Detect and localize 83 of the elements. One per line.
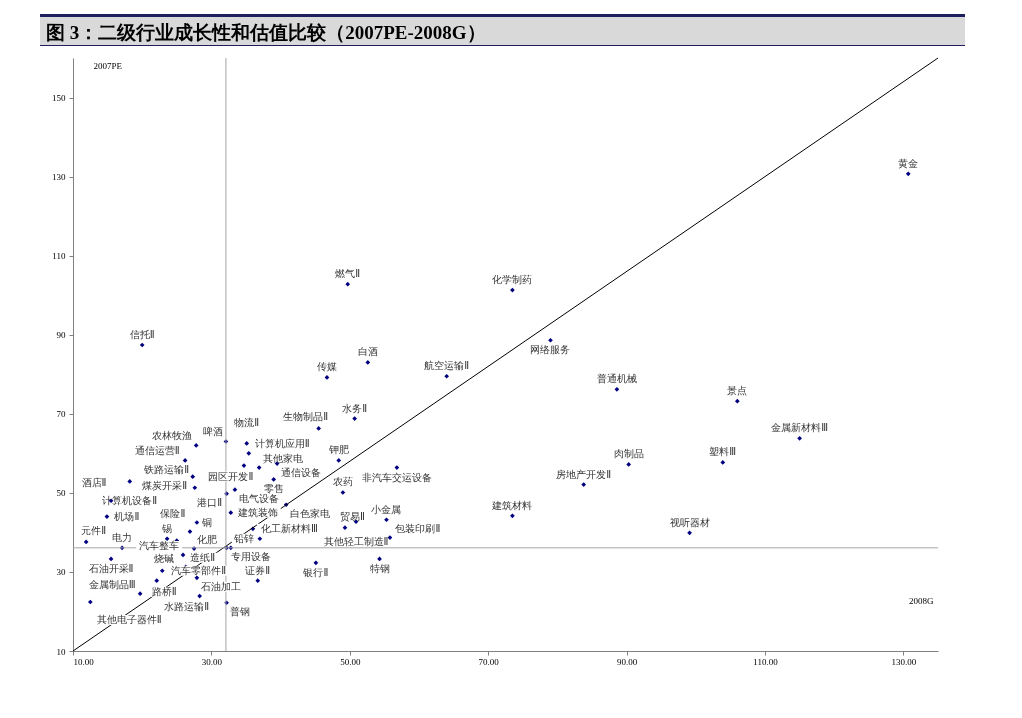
annotation: 机场Ⅱ: [114, 510, 140, 522]
annotation: 啤酒: [202, 426, 223, 438]
annotation: 港口Ⅱ: [197, 496, 223, 508]
annotation: 煤炭开采Ⅱ: [142, 479, 188, 491]
y-tick-label: 10: [56, 646, 66, 657]
annotation: 视听器材: [669, 516, 710, 528]
annotation: 计算机应用Ⅱ: [254, 438, 310, 450]
annotation: 信托Ⅱ: [129, 329, 155, 341]
annotation: 电力: [112, 531, 133, 543]
annotation: 铁路运输Ⅱ: [143, 463, 190, 475]
annotation: 网络服务: [530, 344, 571, 356]
x-tick-label: 110.00: [753, 656, 779, 667]
annotation: 其他电子器件Ⅱ: [96, 613, 162, 625]
annotation: 金属新材料Ⅲ: [771, 422, 829, 434]
annotation: 石油加工: [200, 580, 241, 592]
annotation: 水路运输Ⅱ: [164, 601, 210, 613]
annotation: 保险Ⅱ: [160, 507, 186, 519]
x-tick-label: 30.00: [201, 656, 223, 667]
annotation: 农林牧渔: [152, 430, 193, 442]
annotation: 通信运营Ⅱ: [134, 445, 180, 457]
annotation: 烧碱: [153, 552, 174, 564]
annotation: 包装印刷Ⅱ: [395, 522, 441, 534]
annotation: 路桥Ⅱ: [151, 585, 177, 597]
annotation: 汽车整车: [139, 539, 180, 551]
y-tick-label: 50: [56, 488, 66, 499]
annotation: 化工新材料Ⅲ: [260, 522, 318, 534]
annotation: 金属制品Ⅲ: [88, 578, 136, 590]
annotation: 酒店Ⅱ: [81, 476, 107, 488]
annotation: 普通机械: [596, 373, 637, 385]
chart-title: 图 3：二级行业成长性和估值比较（2007PE-2008G）: [40, 14, 965, 46]
y-axis-title: 2007PE: [93, 60, 123, 71]
annotation: 汽车零部件Ⅱ: [171, 564, 227, 576]
annotation: 特钢: [369, 562, 390, 574]
annotation: 燃气Ⅱ: [335, 268, 361, 280]
annotation: 其他轻工制造Ⅱ: [323, 535, 389, 547]
annotation: 铜: [201, 516, 213, 528]
annotation: 元件Ⅱ: [81, 524, 107, 536]
x-tick-label: 130.00: [891, 656, 917, 667]
y-tick-label: 150: [52, 93, 66, 104]
annotation: 非汽车交运设备: [361, 471, 432, 483]
annotation: 钾肥: [327, 444, 349, 456]
y-tick-label: 90: [56, 330, 66, 341]
annotation: 锡: [161, 522, 173, 534]
annotation: 水务Ⅱ: [342, 402, 368, 414]
annotation: 零售: [263, 483, 284, 495]
annotation: 黄金: [898, 157, 919, 169]
annotation: 小金属: [371, 503, 402, 515]
x-tick-label: 70.00: [478, 656, 500, 667]
x-axis-title: 2008G: [909, 595, 934, 606]
x-tick-label: 90.00: [616, 656, 638, 667]
annotation: 白色家电: [290, 507, 331, 519]
annotation: 化肥: [197, 533, 218, 545]
annotation: 计算机设备Ⅱ: [102, 495, 158, 507]
x-tick-label: 10.00: [73, 656, 95, 667]
annotation: 传媒: [316, 361, 337, 373]
annotation: 塑料Ⅲ: [709, 446, 737, 458]
annotation: 园区开发Ⅱ: [208, 470, 254, 482]
y-tick-label: 130: [52, 172, 66, 183]
annotation: 其他家电: [263, 452, 304, 464]
annotation: 建筑装饰: [236, 506, 278, 518]
y-tick-label: 70: [56, 409, 66, 420]
annotation: 生物制品Ⅱ: [283, 411, 329, 423]
annotation: 肉制品: [613, 448, 644, 460]
annotation: 建筑材料: [491, 499, 533, 511]
annotation: 造纸Ⅱ: [190, 551, 216, 563]
annotation: 石油开采Ⅱ: [88, 562, 134, 574]
annotation: 航空运输Ⅱ: [424, 360, 470, 372]
annotation: 贸易Ⅱ: [340, 510, 365, 522]
annotation: 铅锌: [232, 532, 254, 544]
annotation: 银行Ⅱ: [302, 566, 329, 578]
annotation: 通信设备: [281, 466, 322, 478]
annotation: 证券Ⅱ: [245, 564, 271, 576]
x-tick-label: 50.00: [340, 656, 361, 667]
annotation: 农药: [332, 476, 353, 488]
y-tick-label: 30: [56, 567, 66, 578]
annotation: 物流Ⅱ: [234, 417, 260, 429]
annotation: 普钢: [229, 605, 250, 617]
annotation: 房地产开发Ⅱ: [556, 468, 612, 480]
annotation: 专用设备: [230, 550, 271, 562]
annotation: 化学制药: [492, 274, 533, 286]
annotation: 景点: [727, 385, 748, 397]
y-tick-label: 110: [52, 251, 66, 262]
annotation: 白酒: [357, 346, 378, 358]
